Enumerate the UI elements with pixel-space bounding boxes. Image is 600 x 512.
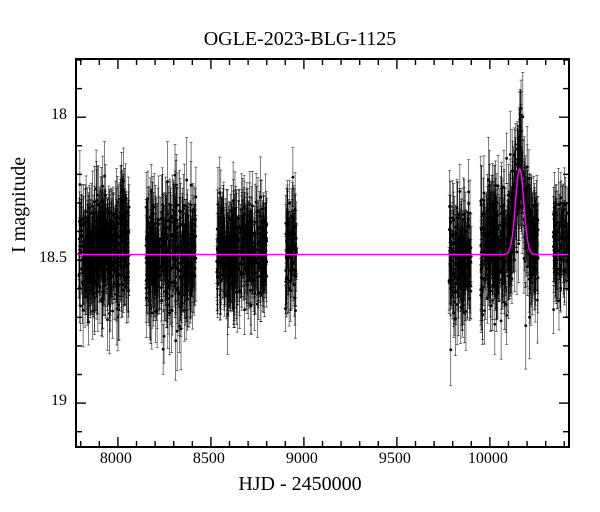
xtick-label: 8500 [193, 450, 225, 468]
plot-area [75, 58, 570, 448]
ytick-label: 19 [27, 392, 67, 410]
ytick-label: 18.5 [27, 249, 67, 267]
xtick-label: 9000 [286, 450, 318, 468]
chart-container: OGLE-2023-BLG-1125 I magnitude HJD - 245… [0, 0, 600, 512]
x-axis-label: HJD - 2450000 [0, 473, 600, 496]
chart-title: OGLE-2023-BLG-1125 [0, 28, 600, 51]
xtick-label: 8000 [100, 450, 132, 468]
xtick-label: 10000 [468, 450, 508, 468]
y-axis-label: I magnitude [8, 157, 31, 253]
plot-svg [77, 60, 568, 446]
ytick-label: 18 [27, 106, 67, 124]
xtick-label: 9500 [379, 450, 411, 468]
